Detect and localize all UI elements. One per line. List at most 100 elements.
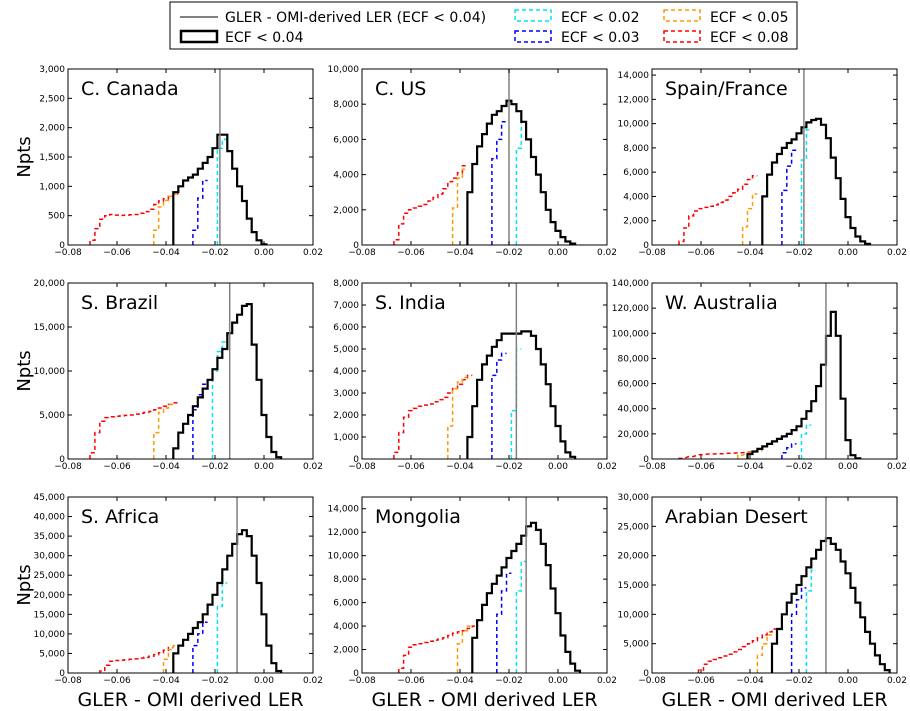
- y-tick-label: 6,000: [333, 323, 359, 333]
- x-tick-label: −0.06: [397, 462, 425, 472]
- panel-title: S. Brazil: [81, 292, 158, 314]
- y-tick-label: 0: [59, 241, 65, 251]
- series-ecf-0-08: [89, 193, 179, 245]
- y-tick-label: 140,000: [612, 279, 649, 289]
- y-tick-label: 4,000: [333, 367, 359, 377]
- series-ecf-0-03: [496, 572, 512, 673]
- legend: GLER - OMI-derived LER (ECF < 0.04) ECF …: [169, 1, 798, 50]
- y-tick-label: 60,000: [618, 380, 650, 390]
- y-tick-label: 8,000: [623, 144, 649, 154]
- series-ecf-0-05: [153, 193, 179, 245]
- series-ecf-0-08: [697, 628, 777, 673]
- y-tick-label: 0: [643, 669, 649, 679]
- y-tick-label: 14,000: [328, 505, 360, 515]
- y-tick-label: 0: [643, 455, 649, 465]
- axes-frame: [651, 68, 898, 246]
- y-tick-label: 3,000: [333, 389, 359, 399]
- series-ecf-0-04: [172, 133, 268, 246]
- x-tick-label: 0.02: [597, 462, 617, 472]
- series-ecf-0-04: [746, 310, 862, 460]
- x-tick-label: 0.00: [548, 462, 568, 472]
- y-tick-label: 2,000: [39, 124, 65, 134]
- y-tick-label: 20,000: [34, 591, 66, 601]
- series-ecf-0-04: [466, 99, 577, 245]
- y-tick-label: 12,000: [328, 528, 360, 538]
- y-tick-label: 2,000: [333, 206, 359, 216]
- y-tick-label: 0: [353, 241, 359, 251]
- series-ecf-0-02: [216, 582, 228, 673]
- series-ecf-0-05: [153, 403, 174, 459]
- x-tick-label: −0.04: [446, 248, 474, 258]
- x-tick-label: −0.08: [638, 676, 666, 686]
- legend-swatch-ecf002: [514, 9, 552, 22]
- x-tick-label: −0.08: [54, 462, 82, 472]
- x-tick-label: 0.00: [838, 462, 858, 472]
- y-tick-label: 10,000: [618, 610, 650, 620]
- legend-label-ecf003: ECF < 0.03: [561, 30, 639, 46]
- x-tick-label: −0.04: [736, 462, 764, 472]
- x-tick-label: 0.00: [838, 676, 858, 686]
- panel-title: S. Africa: [81, 506, 159, 528]
- panel-c-us: −0.08 −0.06 −0.04 −0.02 0.00 0.02 0 2,000 4,000 6…: [328, 65, 618, 258]
- series-ecf-0-08: [678, 450, 763, 460]
- plot-area: [68, 69, 313, 245]
- y-tick-label: 500: [48, 212, 65, 222]
- plot-area: [68, 497, 313, 673]
- x-tick-label: −0.06: [103, 676, 131, 686]
- y-tick-label: 3,000: [39, 65, 65, 75]
- y-tick-label: 5,000: [39, 411, 65, 421]
- x-tick-label: 0.00: [254, 248, 274, 258]
- series-ecf-0-03: [192, 621, 208, 673]
- panel-arabian-desert: −0.08 −0.06 −0.04 −0.02 0.00 0.02 0 5,000 10,000…: [618, 493, 908, 711]
- x-tick-label: −0.04: [736, 248, 764, 258]
- y-tick-label: 2,000: [333, 646, 359, 656]
- series-ecf-0-05: [162, 644, 179, 673]
- y-tick-label: 0: [643, 241, 649, 251]
- y-tick-label: 10,000: [328, 65, 360, 75]
- series-ecf-0-05: [451, 168, 468, 245]
- x-tick-label: −0.06: [687, 248, 715, 258]
- panel-w-australia: −0.08 −0.06 −0.04 −0.02 0.00 0.02 0 20,000 40,00…: [612, 279, 907, 472]
- series-ecf-0-02: [800, 128, 812, 245]
- y-tick-label: 14,000: [618, 71, 650, 81]
- x-tick-label: −0.04: [152, 248, 180, 258]
- x-tick-label: −0.08: [638, 248, 666, 258]
- y-axis-label: Npts: [14, 350, 35, 391]
- series-ecf-0-03: [491, 352, 507, 459]
- panel-title: W. Australia: [665, 292, 778, 314]
- x-tick-label: 0.00: [548, 676, 568, 686]
- legend-label-vline: GLER - OMI-derived LER (ECF < 0.04): [225, 10, 486, 26]
- y-tick-label: 20,000: [34, 279, 66, 289]
- x-tick-label: −0.06: [103, 462, 131, 472]
- legend-label-ecf002: ECF < 0.02: [561, 10, 639, 26]
- panel-c-canada: −0.08 −0.06 −0.04 −0.02 0.00 0.02 0 500 1,000 1,5…: [14, 65, 323, 258]
- panel-title: C. Canada: [81, 78, 179, 100]
- panel-s-brazil: −0.08 −0.06 −0.04 −0.02 0.00 0.02 0 5,000 10,000…: [14, 279, 323, 472]
- x-tick-label: 0.00: [254, 676, 274, 686]
- x-tick-label: −0.02: [201, 676, 229, 686]
- y-tick-label: 15,000: [34, 610, 66, 620]
- y-tick-label: 2,000: [333, 411, 359, 421]
- panel-title: Arabian Desert: [665, 506, 808, 528]
- y-tick-label: 1,000: [333, 433, 359, 443]
- y-tick-label: 10,000: [328, 552, 360, 562]
- panel-s-india: −0.08 −0.06 −0.04 −0.02 0.00 0.02 0 1,000 2,000 3…: [333, 279, 617, 472]
- y-tick-label: 6,000: [333, 599, 359, 609]
- y-tick-label: 20,000: [618, 430, 650, 440]
- y-tick-label: 0: [353, 669, 359, 679]
- series-ecf-0-08: [398, 625, 478, 673]
- y-tick-label: 120,000: [612, 304, 649, 314]
- panel-s-africa: −0.08 −0.06 −0.04 −0.02 0.00 0.02 0 5,000 10,000…: [14, 493, 323, 711]
- x-tick-label: −0.08: [348, 462, 376, 472]
- legend-label-ecf005: ECF < 0.05: [710, 10, 788, 26]
- x-tick-label: −0.08: [54, 248, 82, 258]
- y-tick-label: 8,000: [333, 279, 359, 289]
- axes-frame: [361, 68, 608, 246]
- x-tick-label: 0.02: [887, 462, 907, 472]
- y-tick-label: 5,000: [333, 345, 359, 355]
- y-tick-label: 10,000: [618, 120, 650, 130]
- y-tick-label: 15,000: [618, 581, 650, 591]
- x-tick-label: −0.04: [152, 676, 180, 686]
- series-ecf-0-04: [172, 303, 283, 459]
